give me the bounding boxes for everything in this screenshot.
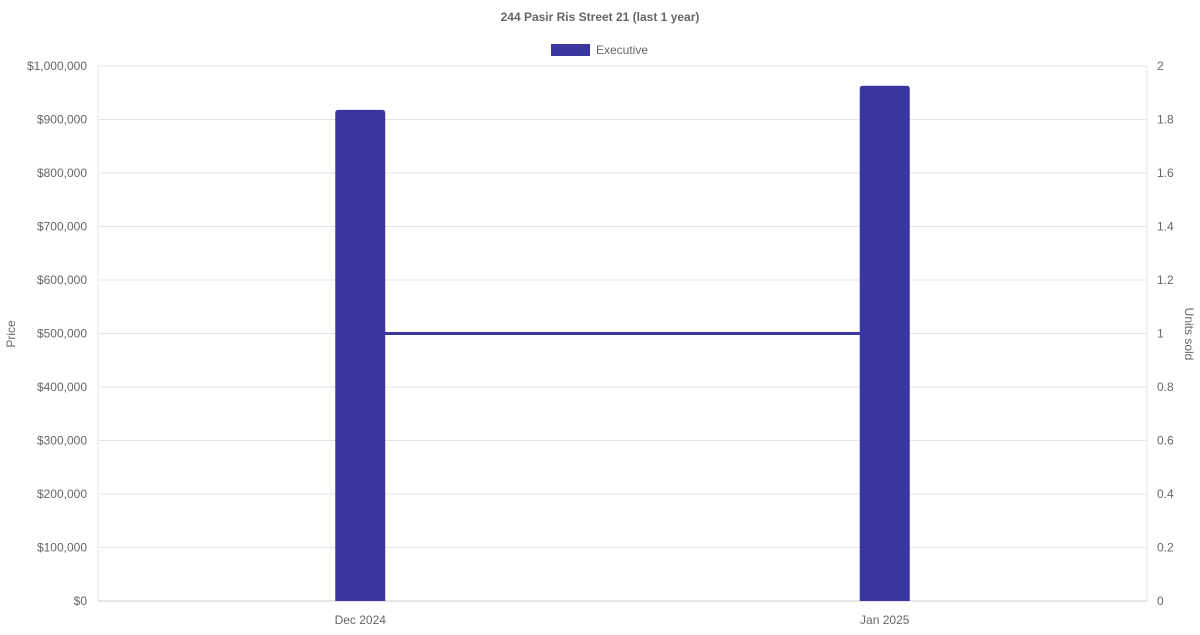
legend-item-executive[interactable]: Executive [551,43,648,57]
y-tick-label: $1,000,000 [27,59,87,73]
y-tick-label: $700,000 [37,220,87,234]
y2-tick-label: 1.8 [1157,113,1174,127]
y2-tick-label: 1.6 [1157,166,1174,180]
y-tick-label: $600,000 [37,273,87,287]
y2-tick-label: 1 [1157,327,1164,341]
y2-tick-label: 0.8 [1157,380,1174,394]
y2-axis-label: Units sold [1182,308,1196,361]
y-tick-label: $900,000 [37,113,87,127]
bar-0 [335,109,386,602]
y2-tick-label: 0 [1157,594,1164,608]
y-tick-label: $0 [74,594,88,608]
y2-tick-label: 0.6 [1157,434,1174,448]
y-tick-label: $800,000 [37,166,87,180]
legend-label: Executive [596,43,648,57]
y2-tick-label: 2 [1157,59,1164,73]
y-tick-label: $400,000 [37,380,87,394]
x-tick-label: Jan 2025 [860,613,910,627]
x-tick-label: Dec 2024 [335,613,387,627]
y2-tick-label: 1.4 [1157,220,1174,234]
legend-swatch [551,44,590,56]
y2-tick-label: 1.2 [1157,273,1174,287]
bar-1 [859,85,910,602]
chart-title: 244 Pasir Ris Street 21 (last 1 year) [501,10,700,24]
y-tick-label: $100,000 [37,541,87,555]
y-axis-label: Price [4,320,18,348]
y-tick-label: $200,000 [37,487,87,501]
y2-tick-label: 0.2 [1157,541,1174,555]
y2-tick-label: 0.4 [1157,487,1174,501]
y-tick-label: $300,000 [37,434,87,448]
y-tick-label: $500,000 [37,327,87,341]
